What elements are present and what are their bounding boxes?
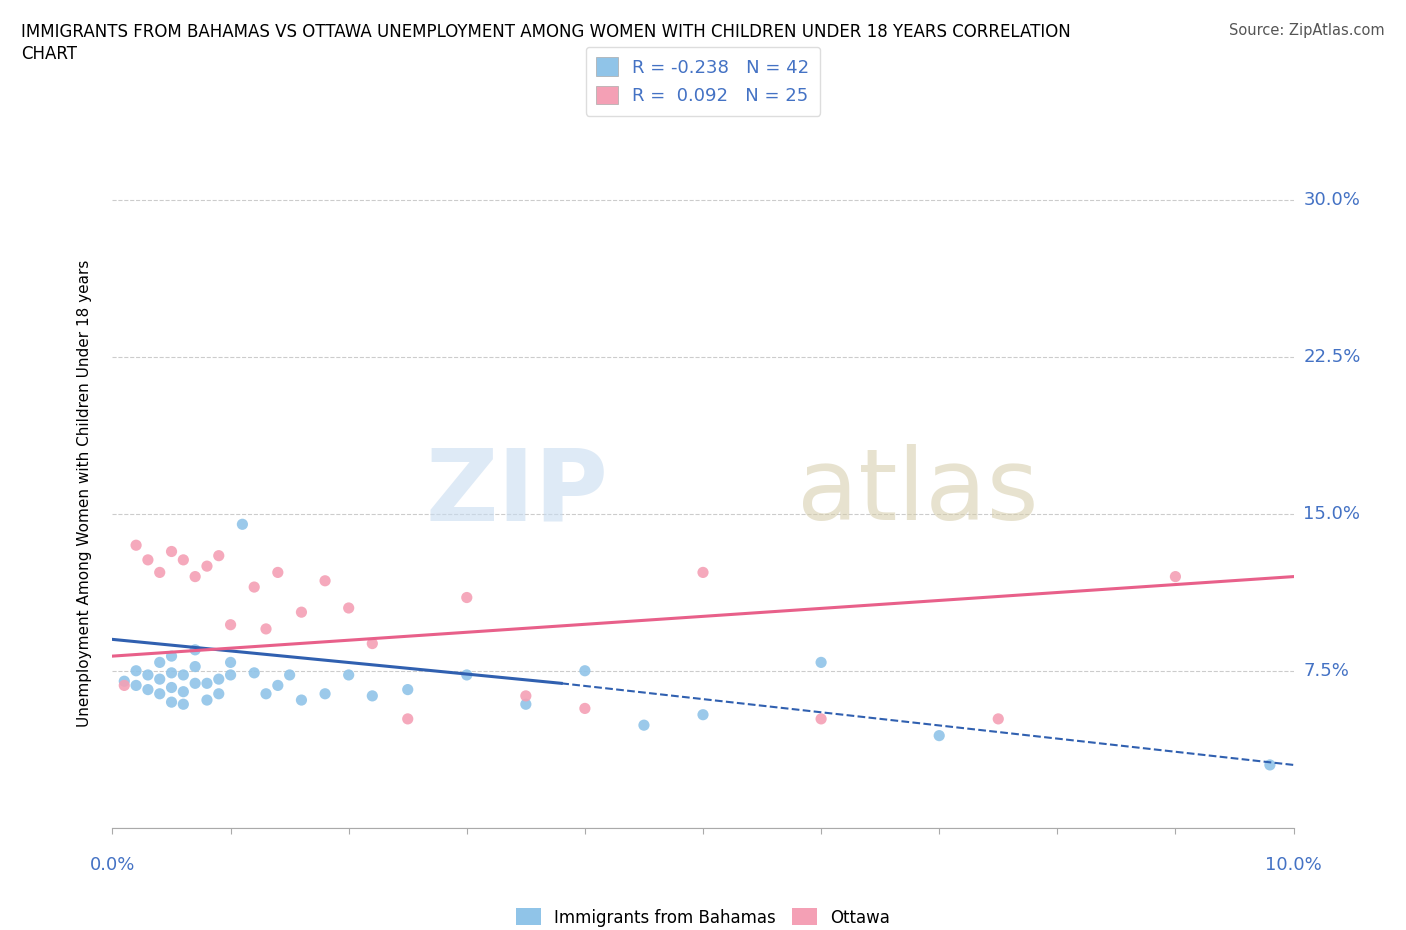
Point <box>125 538 148 552</box>
Point <box>149 655 172 670</box>
Point <box>290 693 312 708</box>
Point <box>515 688 537 703</box>
Point <box>633 718 655 733</box>
Text: IMMIGRANTS FROM BAHAMAS VS OTTAWA UNEMPLOYMENT AMONG WOMEN WITH CHILDREN UNDER 1: IMMIGRANTS FROM BAHAMAS VS OTTAWA UNEMPL… <box>21 23 1071 41</box>
Point <box>125 663 148 678</box>
Point <box>692 565 714 580</box>
Point <box>184 676 207 691</box>
Point <box>172 552 194 567</box>
Text: 15.0%: 15.0% <box>1303 505 1361 523</box>
Text: 7.5%: 7.5% <box>1303 662 1350 680</box>
Point <box>208 671 231 686</box>
Point <box>337 601 360 616</box>
Text: ZIP: ZIP <box>426 445 609 541</box>
Point <box>574 663 596 678</box>
Point <box>314 573 336 589</box>
Text: 22.5%: 22.5% <box>1303 348 1361 365</box>
Point <box>195 676 218 691</box>
Text: Source: ZipAtlas.com: Source: ZipAtlas.com <box>1229 23 1385 38</box>
Point <box>172 668 194 683</box>
Point <box>267 565 290 580</box>
Legend: Immigrants from Bahamas, Ottawa: Immigrants from Bahamas, Ottawa <box>509 902 897 930</box>
Point <box>243 579 266 594</box>
Point <box>1164 569 1187 584</box>
Point <box>267 678 290 693</box>
Point <box>254 621 277 636</box>
Point <box>136 683 159 698</box>
Point <box>337 668 360 683</box>
Text: 10.0%: 10.0% <box>1265 856 1322 874</box>
Point <box>149 565 172 580</box>
Point <box>219 618 242 632</box>
Point <box>160 666 183 681</box>
Point <box>172 684 194 699</box>
Point <box>112 678 135 693</box>
Point <box>219 655 242 670</box>
Point <box>396 711 419 726</box>
Point <box>231 517 253 532</box>
Point <box>208 548 231 563</box>
Text: 0.0%: 0.0% <box>90 856 135 874</box>
Point <box>361 688 384 703</box>
Point <box>172 697 194 711</box>
Point <box>810 655 832 670</box>
Point <box>361 636 384 651</box>
Point <box>184 643 207 658</box>
Point <box>184 659 207 674</box>
Point <box>195 693 218 708</box>
Point <box>290 604 312 619</box>
Point <box>125 678 148 693</box>
Point <box>219 668 242 683</box>
Point <box>112 673 135 688</box>
Text: 30.0%: 30.0% <box>1303 191 1360 209</box>
Text: atlas: atlas <box>797 445 1039 541</box>
Point <box>160 544 183 559</box>
Point <box>456 668 478 683</box>
Point <box>515 697 537 711</box>
Point <box>396 683 419 698</box>
Point <box>1258 757 1281 772</box>
Point <box>160 680 183 695</box>
Point <box>278 668 301 683</box>
Point <box>254 686 277 701</box>
Point <box>160 649 183 664</box>
Point <box>987 711 1010 726</box>
Point <box>184 569 207 584</box>
Y-axis label: Unemployment Among Women with Children Under 18 years: Unemployment Among Women with Children U… <box>77 259 91 726</box>
Point <box>692 707 714 722</box>
Point <box>574 701 596 716</box>
Point <box>810 711 832 726</box>
Point <box>456 591 478 605</box>
Point <box>243 666 266 681</box>
Point <box>136 668 159 683</box>
Point <box>149 686 172 701</box>
Point <box>149 671 172 686</box>
Point <box>208 686 231 701</box>
Point <box>928 728 950 743</box>
Text: CHART: CHART <box>21 45 77 62</box>
Point <box>195 559 218 574</box>
Point <box>136 552 159 567</box>
Point <box>314 686 336 701</box>
Point <box>160 695 183 710</box>
